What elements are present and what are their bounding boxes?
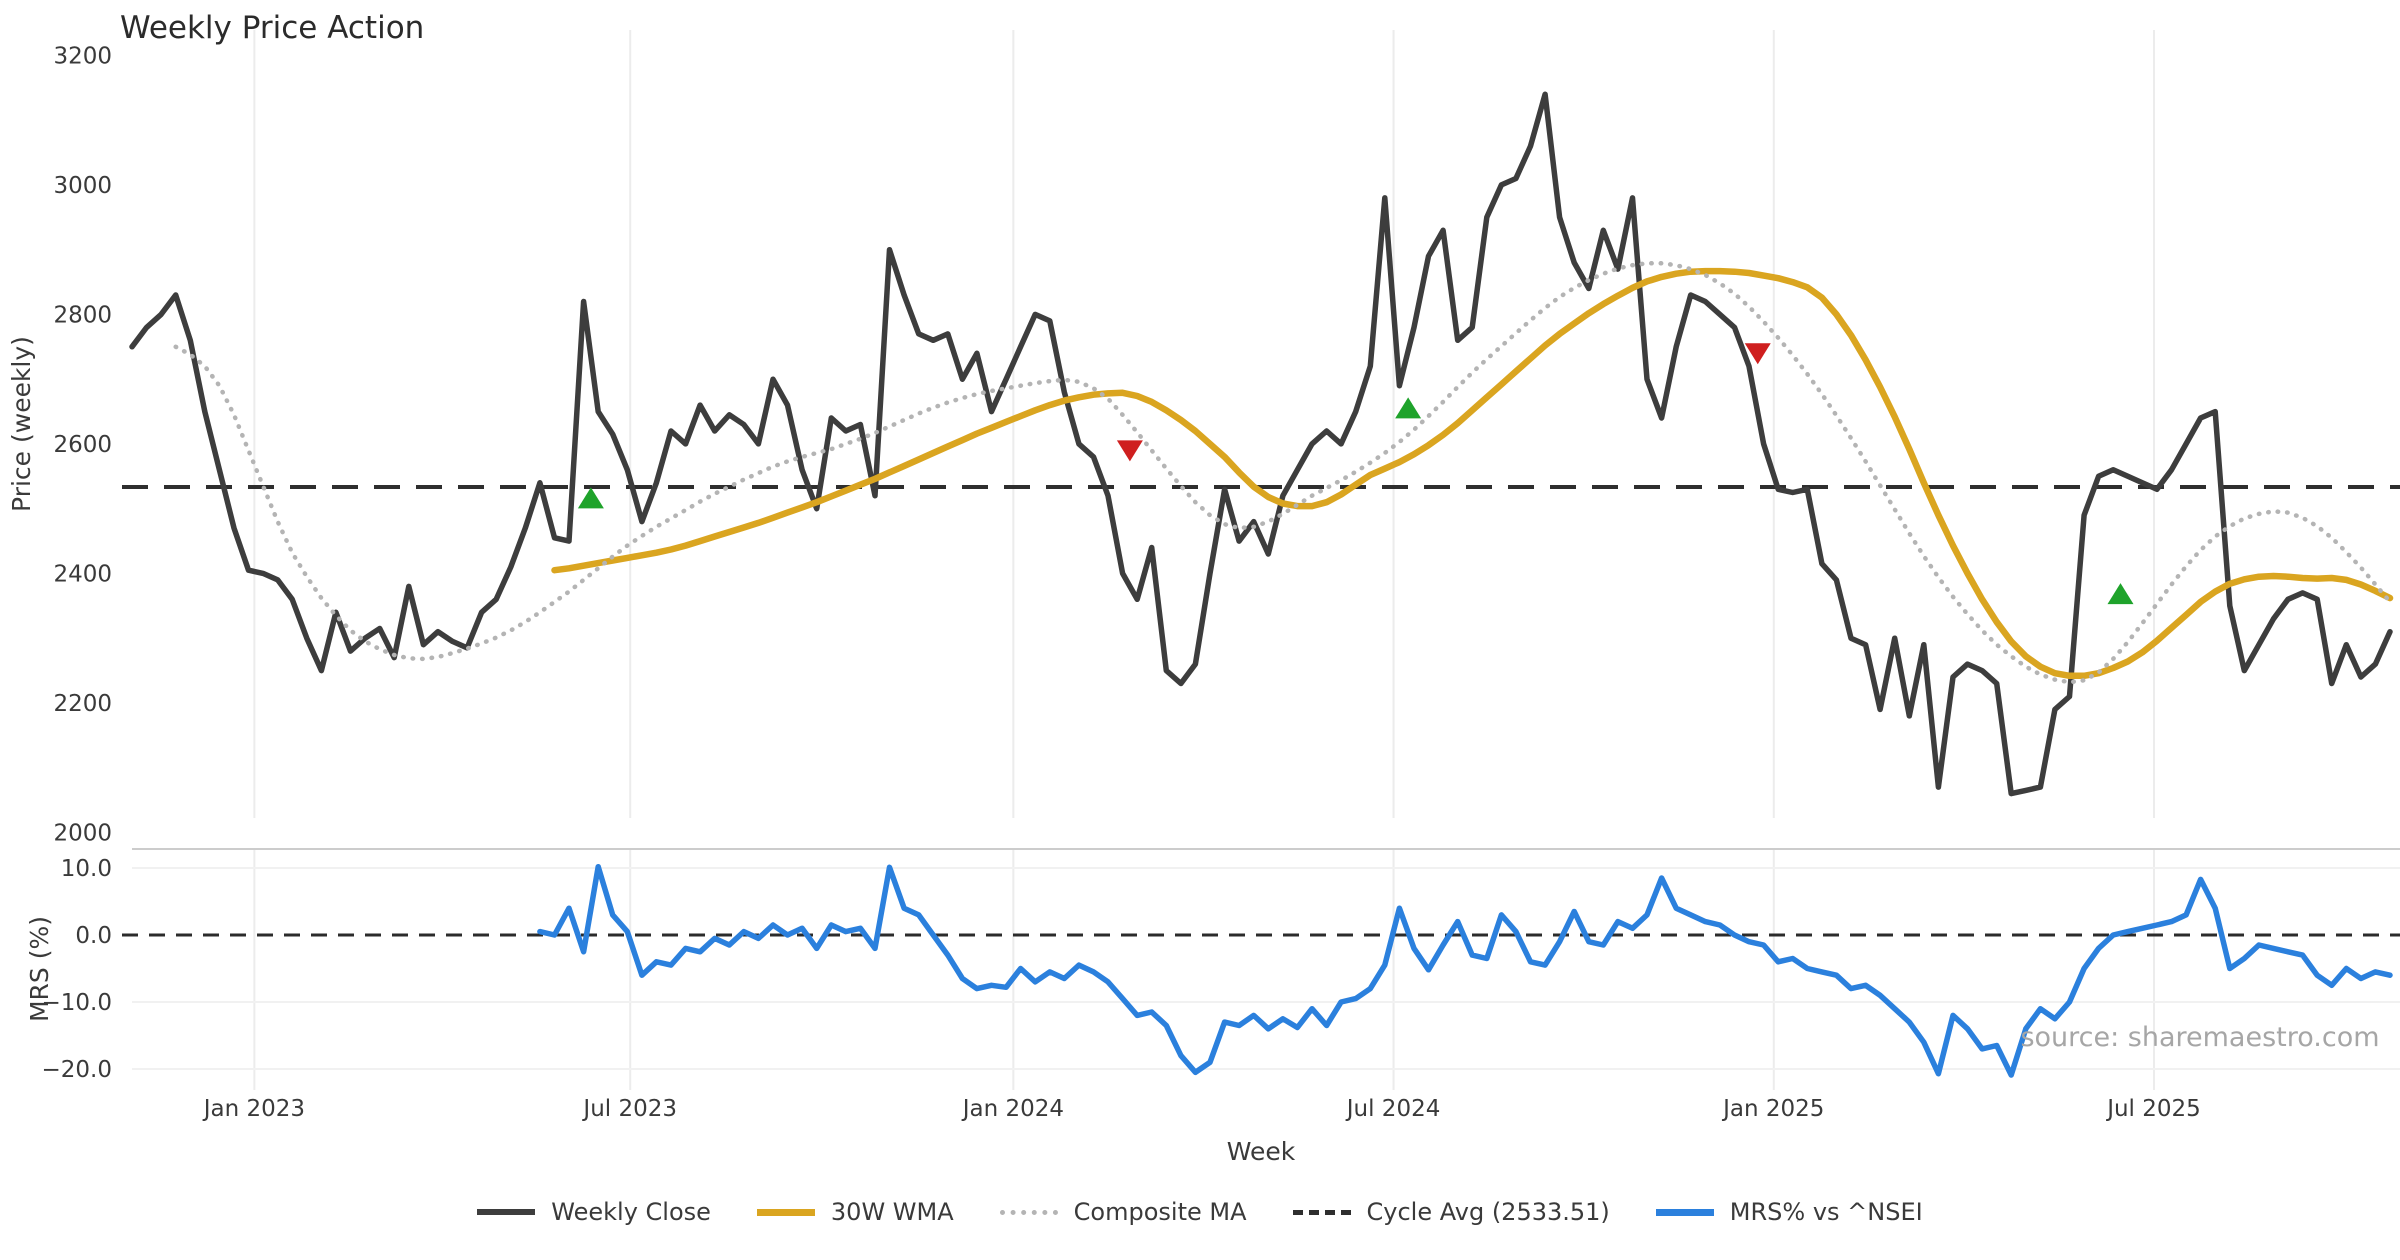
- legend-label: MRS% vs ^NSEI: [1729, 1198, 1923, 1226]
- price-y-tick-label: 2200: [53, 691, 112, 717]
- series-composite-ma: [173, 261, 2393, 685]
- mrs-y-tick-label: 0.0: [75, 923, 112, 949]
- weekly-close-line-icon: [477, 1209, 536, 1215]
- legend-label: Weekly Close: [551, 1198, 711, 1226]
- series-weekly-close: [129, 91, 2393, 797]
- mrs-y-tick-label: −20.0: [42, 1057, 112, 1083]
- mrs-line-icon: [1655, 1208, 1714, 1216]
- price-y-tick-label: 2600: [53, 432, 112, 458]
- price-panel-gridlines: [253, 30, 2156, 818]
- chart-legend: Weekly Close 30W WMA Composite MA Cycle …: [0, 1198, 2400, 1226]
- price-y-tick-label: 3200: [53, 43, 112, 69]
- x-tick-label: Jul 2025: [2105, 1096, 2201, 1122]
- legend-item-cycle-avg: Cycle Avg (2533.51): [1292, 1198, 1610, 1226]
- legend-item-weekly-close: Weekly Close: [477, 1198, 711, 1226]
- x-tick-labels: Jan 2023 Jul 2023 Jan 2024 Jul 2024 Jan 2025…: [202, 1096, 2201, 1122]
- legend-item-30w-wma: 30W WMA: [756, 1198, 954, 1226]
- x-tick-label: Jan 2024: [961, 1096, 1064, 1122]
- sell-signal-marker-icon: [1744, 343, 1771, 365]
- legend-item-mrs: MRS% vs ^NSEI: [1655, 1198, 1923, 1226]
- price-y-tick-label: 2000: [53, 820, 112, 846]
- price-y-tick-labels: 3200 3000 2800 2600 2400 2200 2000: [53, 43, 112, 846]
- mrs-panel-gridlines: [132, 848, 2400, 1090]
- series-lines: [122, 91, 2400, 1078]
- buy-signal-marker-icon: [1395, 397, 1422, 419]
- mrs-axis-label: MRS (%): [25, 916, 54, 1022]
- mrs-y-tick-label: −10.0: [42, 990, 112, 1016]
- legend-label: 30W WMA: [830, 1198, 954, 1226]
- cycle-avg-line-icon: [1292, 1209, 1351, 1215]
- series-wma30: [551, 267, 2394, 680]
- buy-signal-marker-icon: [2107, 583, 2134, 605]
- mrs-y-tick-labels: 10.0 0.0 −10.0 −20.0: [42, 856, 112, 1083]
- wma-line-icon: [756, 1208, 815, 1216]
- x-axis-label: Week: [1227, 1137, 1296, 1166]
- series-mrs: [537, 863, 2393, 1078]
- mrs-y-tick-label: 10.0: [61, 856, 112, 882]
- x-tick-label: Jul 2023: [581, 1096, 677, 1122]
- price-y-tick-label: 2800: [53, 302, 112, 328]
- x-tick-label: Jul 2024: [1345, 1096, 1441, 1122]
- x-tick-label: Jan 2025: [1721, 1096, 1824, 1122]
- legend-label: Cycle Avg (2533.51): [1366, 1198, 1610, 1226]
- price-y-tick-label: 3000: [53, 173, 112, 199]
- price-axis-label: Price (weekly): [7, 336, 36, 512]
- price-y-tick-label: 2400: [53, 561, 112, 587]
- buy-signal-marker-icon: [577, 487, 604, 509]
- legend-item-composite-ma: Composite MA: [999, 1198, 1247, 1226]
- x-tick-label: Jan 2023: [202, 1096, 305, 1122]
- legend-label: Composite MA: [1073, 1198, 1247, 1226]
- composite-ma-line-icon: [999, 1209, 1058, 1215]
- signal-markers: [577, 343, 2134, 605]
- sell-signal-marker-icon: [1116, 440, 1143, 462]
- page-title: Weekly Price Action: [120, 10, 424, 46]
- source-watermark: source: sharemaestro.com: [2020, 1022, 2379, 1053]
